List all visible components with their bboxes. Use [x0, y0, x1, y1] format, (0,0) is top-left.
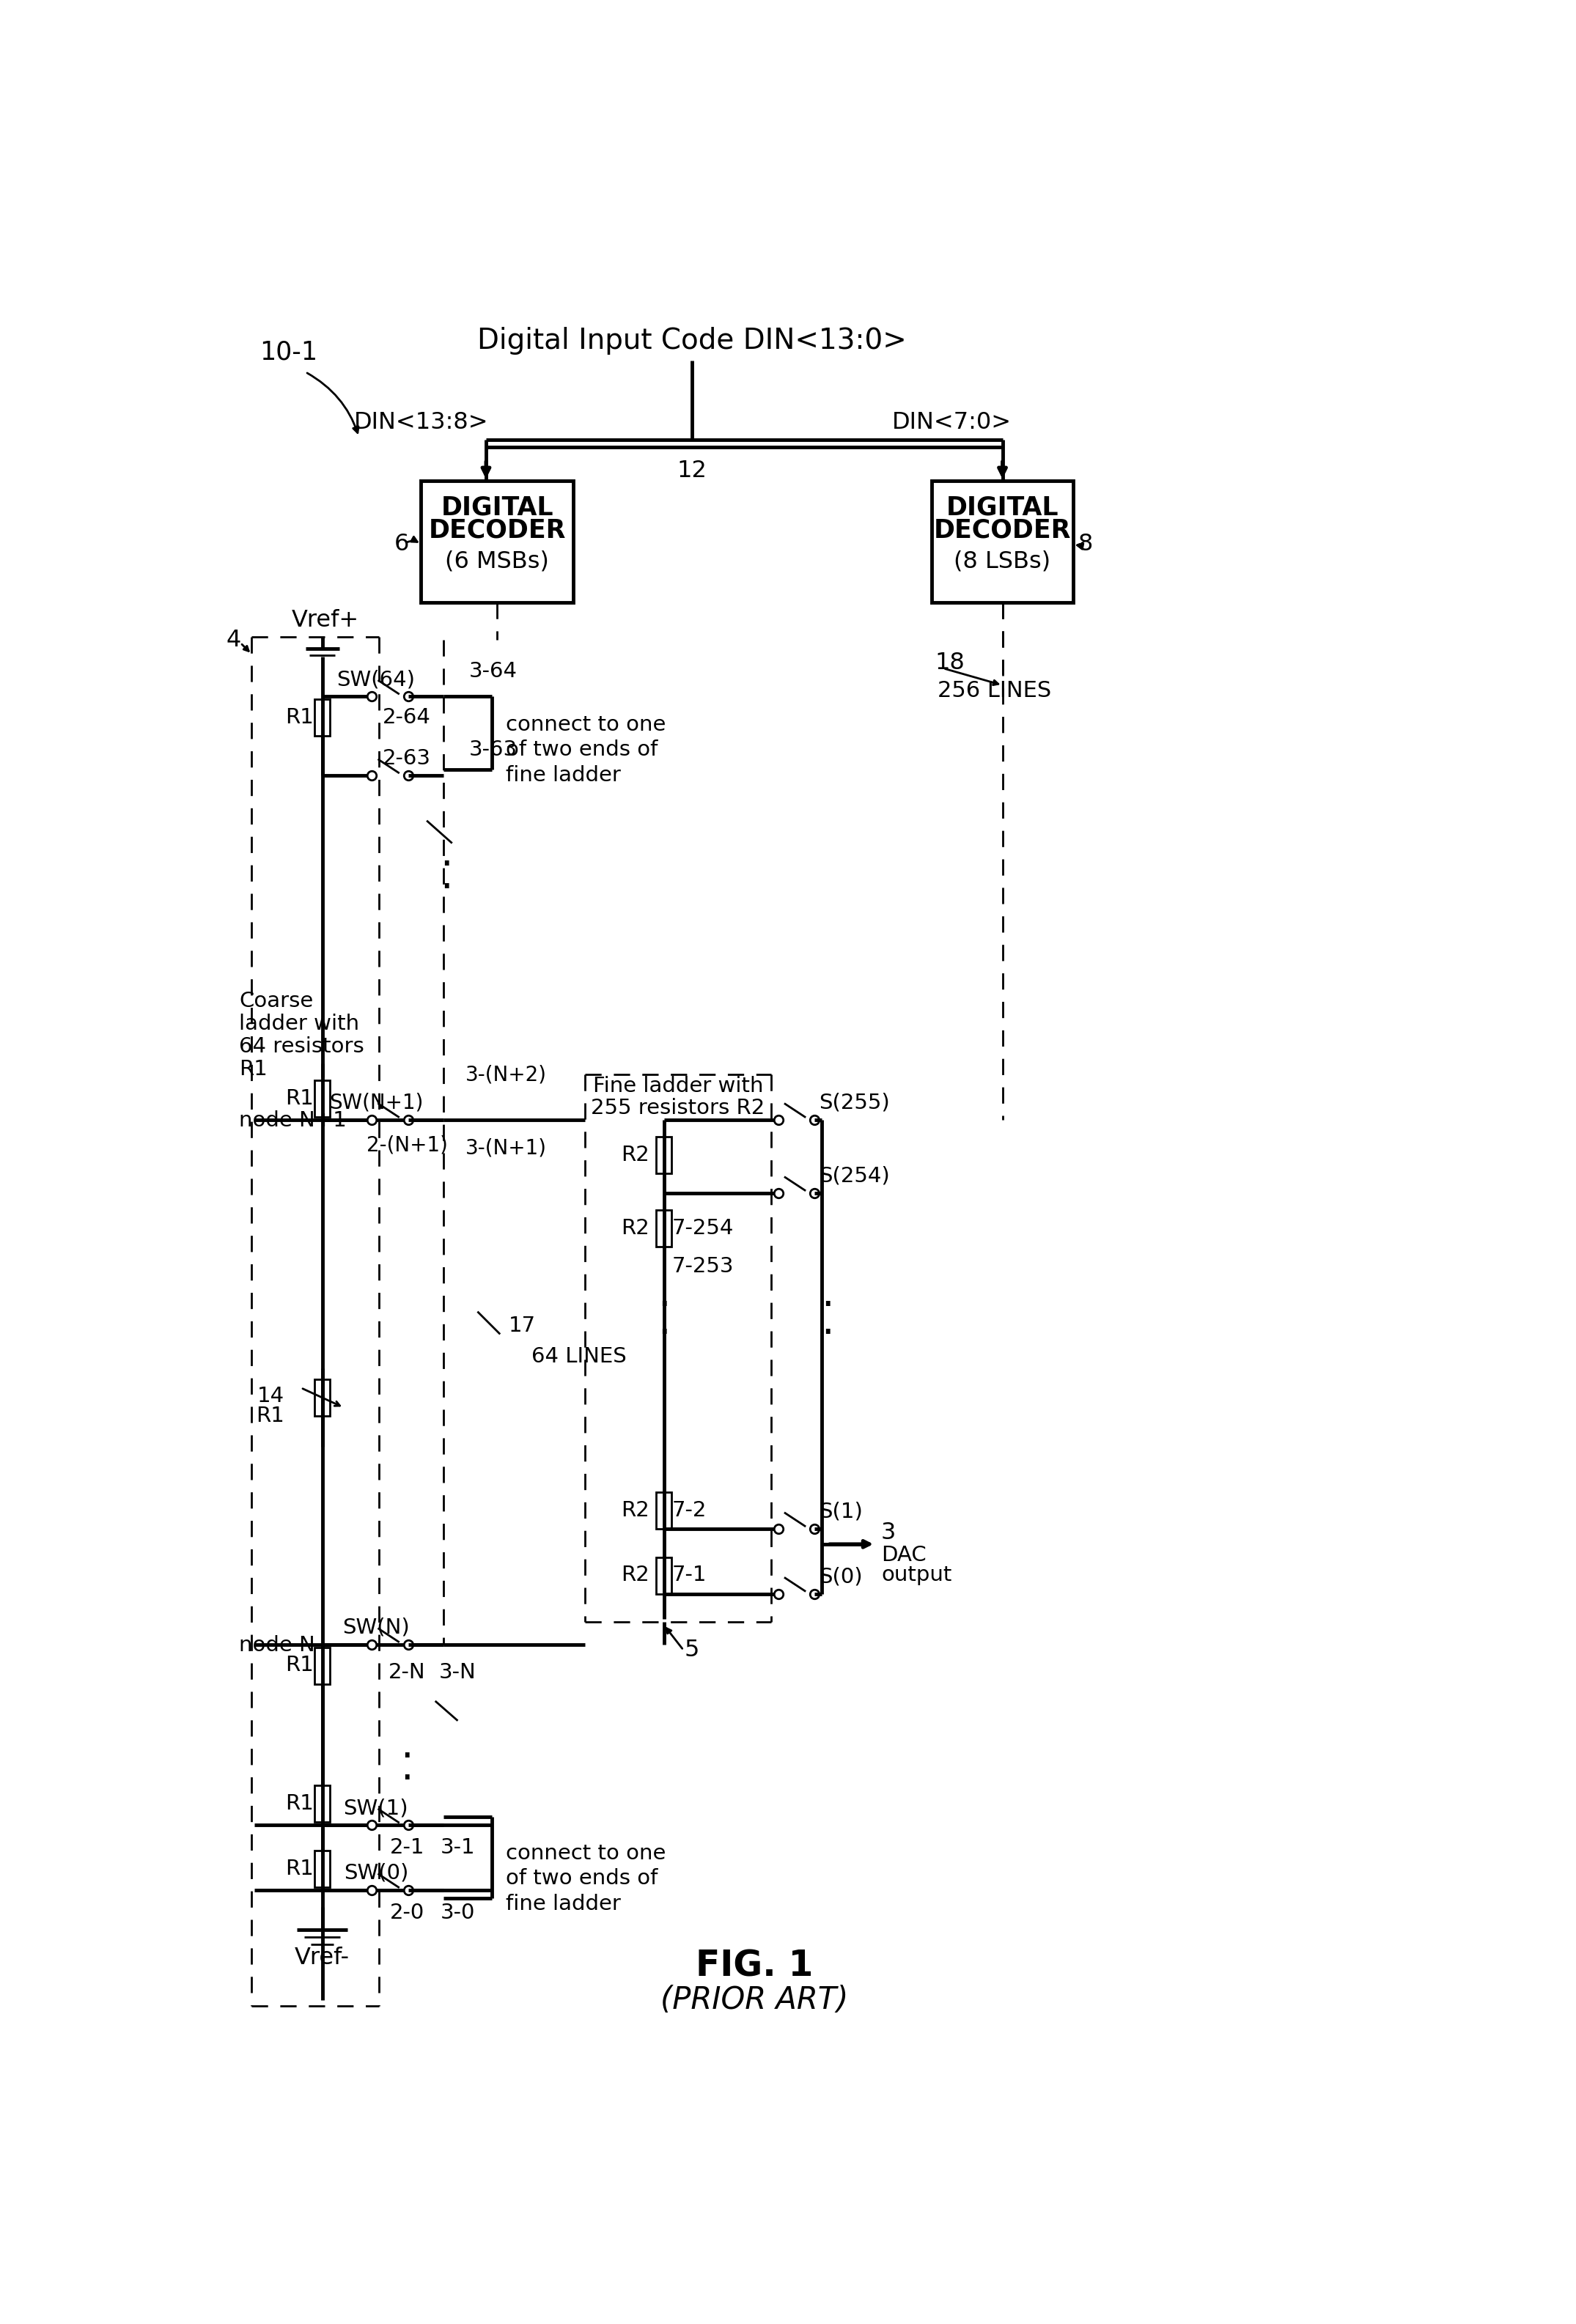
Text: SW(N+1): SW(N+1)	[329, 1092, 422, 1113]
Text: DIGITAL: DIGITAL	[441, 495, 553, 521]
Bar	[314, 1380, 331, 1415]
Text: 7-253: 7-253	[673, 1257, 734, 1276]
Text: .: .	[657, 1276, 670, 1315]
Text: R1: R1	[285, 1859, 314, 1878]
Text: output: output	[881, 1564, 952, 1585]
Text: fine ladder: fine ladder	[506, 1894, 621, 1915]
Text: 3-N: 3-N	[440, 1662, 476, 1683]
Text: DAC: DAC	[881, 1545, 927, 1566]
Text: R2: R2	[621, 1499, 649, 1520]
Bar	[314, 1785, 331, 1822]
Bar	[656, 1557, 671, 1594]
Text: 17: 17	[509, 1315, 536, 1336]
Text: R1: R1	[285, 1794, 314, 1815]
Text: connect to one: connect to one	[506, 713, 665, 734]
Text: 3-0: 3-0	[440, 1903, 474, 1922]
Text: 3-64: 3-64	[470, 660, 517, 681]
Text: 6: 6	[394, 532, 408, 555]
Bar	[656, 1211, 671, 1246]
Text: connect to one: connect to one	[506, 1843, 665, 1864]
Bar	[421, 481, 574, 602]
Text: 7-1: 7-1	[673, 1564, 708, 1585]
Text: 2-1: 2-1	[389, 1838, 424, 1857]
Text: FIG. 1: FIG. 1	[695, 1948, 813, 1985]
Text: 10-1: 10-1	[260, 339, 317, 365]
Text: 3-1: 3-1	[440, 1838, 476, 1857]
Bar	[656, 1136, 671, 1174]
Text: 2-0: 2-0	[389, 1903, 424, 1922]
Text: 4: 4	[227, 630, 241, 651]
Text: .: .	[400, 1727, 413, 1766]
Text: .: .	[440, 858, 452, 897]
Text: R1: R1	[285, 1655, 314, 1676]
Text: SW(64): SW(64)	[337, 669, 414, 690]
Bar	[314, 1081, 331, 1118]
Text: DECODER: DECODER	[933, 518, 1072, 541]
Text: 5: 5	[684, 1638, 700, 1662]
Text: (8 LSBs): (8 LSBs)	[953, 551, 1051, 572]
Text: R2: R2	[621, 1564, 649, 1585]
Bar	[314, 700, 331, 737]
Text: SW(0): SW(0)	[344, 1864, 408, 1882]
Text: fine ladder: fine ladder	[506, 765, 621, 786]
Text: R1: R1	[255, 1406, 285, 1427]
Text: 2-(N+1): 2-(N+1)	[366, 1134, 448, 1155]
Bar	[314, 1648, 331, 1685]
Text: 256 LINES: 256 LINES	[938, 681, 1051, 702]
Text: 2-64: 2-64	[383, 706, 432, 727]
Text: R1: R1	[285, 1088, 314, 1109]
Text: of two ends of: of two ends of	[506, 1868, 657, 1889]
Text: 14: 14	[257, 1385, 285, 1406]
Text: node N: node N	[240, 1636, 315, 1657]
Text: ladder with: ladder with	[240, 1013, 359, 1034]
Text: S(0): S(0)	[820, 1566, 862, 1587]
Text: 7-254: 7-254	[673, 1218, 734, 1239]
Text: Vref-: Vref-	[295, 1948, 350, 1968]
Text: DIGITAL: DIGITAL	[946, 495, 1059, 521]
Text: 18: 18	[935, 651, 965, 674]
Text: .: .	[821, 1304, 834, 1343]
Bar	[314, 1850, 331, 1887]
Text: 3: 3	[881, 1522, 897, 1543]
Text: SW(1): SW(1)	[344, 1799, 408, 1817]
Text: Fine ladder with: Fine ladder with	[593, 1076, 763, 1097]
Text: R2: R2	[621, 1143, 649, 1164]
Text: Vref+: Vref+	[292, 609, 359, 632]
Text: 64 LINES: 64 LINES	[531, 1346, 626, 1367]
Text: of two ends of: of two ends of	[506, 739, 657, 760]
Text: DIN<7:0>: DIN<7:0>	[892, 411, 1012, 435]
Text: S(255): S(255)	[820, 1092, 890, 1113]
Text: 64 resistors: 64 resistors	[240, 1037, 364, 1057]
Text: Coarse: Coarse	[240, 990, 314, 1011]
Text: DIN<13:8>: DIN<13:8>	[353, 411, 489, 435]
Text: 7-2: 7-2	[673, 1499, 708, 1520]
Text: 8: 8	[1078, 532, 1094, 555]
Text: R1: R1	[285, 706, 314, 727]
Text: 2-N: 2-N	[388, 1662, 426, 1683]
Text: node N+1: node N+1	[240, 1111, 347, 1132]
Text: SW(N): SW(N)	[342, 1618, 410, 1638]
Text: (6 MSBs): (6 MSBs)	[446, 551, 550, 572]
Bar	[931, 481, 1073, 602]
Text: .: .	[400, 1750, 413, 1789]
Text: (PRIOR ART): (PRIOR ART)	[660, 1985, 848, 2015]
Text: R1: R1	[240, 1060, 268, 1078]
Text: 3-63: 3-63	[470, 739, 517, 760]
Text: 12: 12	[678, 460, 708, 481]
Text: Digital Input Code DIN<13:0>: Digital Input Code DIN<13:0>	[478, 328, 906, 356]
Text: 255 resistors R2: 255 resistors R2	[591, 1099, 764, 1118]
Text: .: .	[821, 1276, 834, 1315]
Bar	[656, 1492, 671, 1529]
Text: 2-63: 2-63	[383, 748, 432, 769]
Text: 3-(N+1): 3-(N+1)	[465, 1139, 547, 1157]
Text: .: .	[440, 834, 452, 874]
Text: S(254): S(254)	[820, 1167, 890, 1188]
Text: R2: R2	[621, 1218, 649, 1239]
Text: .: .	[657, 1304, 670, 1343]
Text: DECODER: DECODER	[429, 518, 566, 541]
Text: 3-(N+2): 3-(N+2)	[465, 1064, 547, 1085]
Text: S(1): S(1)	[820, 1501, 864, 1522]
